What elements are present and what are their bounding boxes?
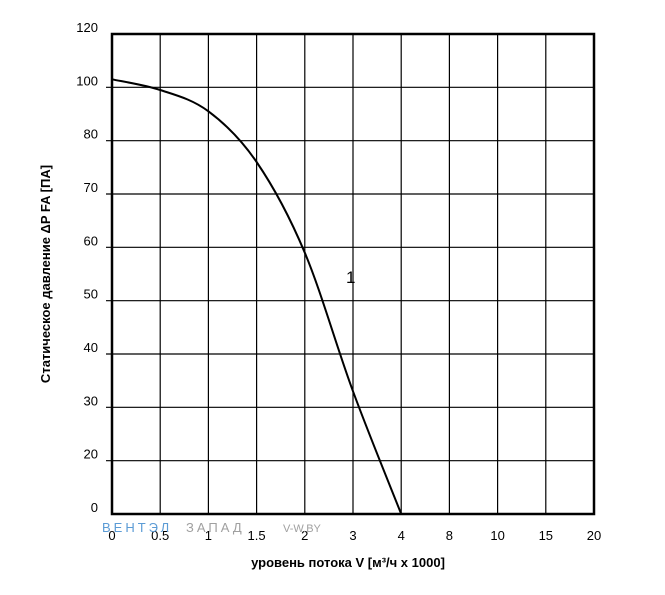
watermark-brand-part2: ЗАПАД xyxy=(186,520,245,535)
x-tick-label: 15 xyxy=(539,528,553,543)
y-tick-label: 70 xyxy=(84,180,98,195)
y-tick-label: 20 xyxy=(84,447,98,462)
y-tick-label: 50 xyxy=(84,287,98,302)
series-label-1: 1 xyxy=(346,268,355,287)
watermark-brand-part1: ВЕНТЭЛ xyxy=(102,520,172,535)
x-tick-labels: 0 0.5 1 1.5 2 3 4 8 10 15 20 xyxy=(108,528,601,543)
x-axis-title: уровень потока V [м³/ч х 1000] xyxy=(251,555,445,570)
series-line-1 xyxy=(111,78,403,515)
x-tick-label: 8 xyxy=(446,528,453,543)
x-tick-label: 20 xyxy=(587,528,601,543)
y-tick-label: 40 xyxy=(84,340,98,355)
x-tick-label: 10 xyxy=(490,528,504,543)
y-tick-label: 120 xyxy=(76,20,98,35)
y-axis-title: Статическое давление ΔP FA [ПА] xyxy=(38,165,53,383)
y-tick-label: 80 xyxy=(84,127,98,142)
x-tick-label: 2 xyxy=(301,528,308,543)
x-tick-label: 1 xyxy=(205,528,212,543)
x-tick-label: 4 xyxy=(398,528,405,543)
x-tick-label: 3 xyxy=(349,528,356,543)
y-tick-label: 100 xyxy=(76,73,98,88)
watermark: ВЕНТЭЛ ЗАПАД V-W.BY xyxy=(102,520,322,535)
x-tick-label: 0 xyxy=(108,528,115,543)
x-tick-label: 1.5 xyxy=(248,528,266,543)
x-tick-label: 0.5 xyxy=(151,528,169,543)
y-tick-labels: 0 20 30 40 50 60 70 80 100 120 xyxy=(76,20,98,515)
y-tick-label: 0 xyxy=(91,500,98,515)
grid xyxy=(106,34,594,514)
y-tick-label: 30 xyxy=(84,393,98,408)
watermark-site: V-W.BY xyxy=(283,523,322,535)
plot-frame xyxy=(110,32,596,516)
y-tick-label: 60 xyxy=(84,233,98,248)
